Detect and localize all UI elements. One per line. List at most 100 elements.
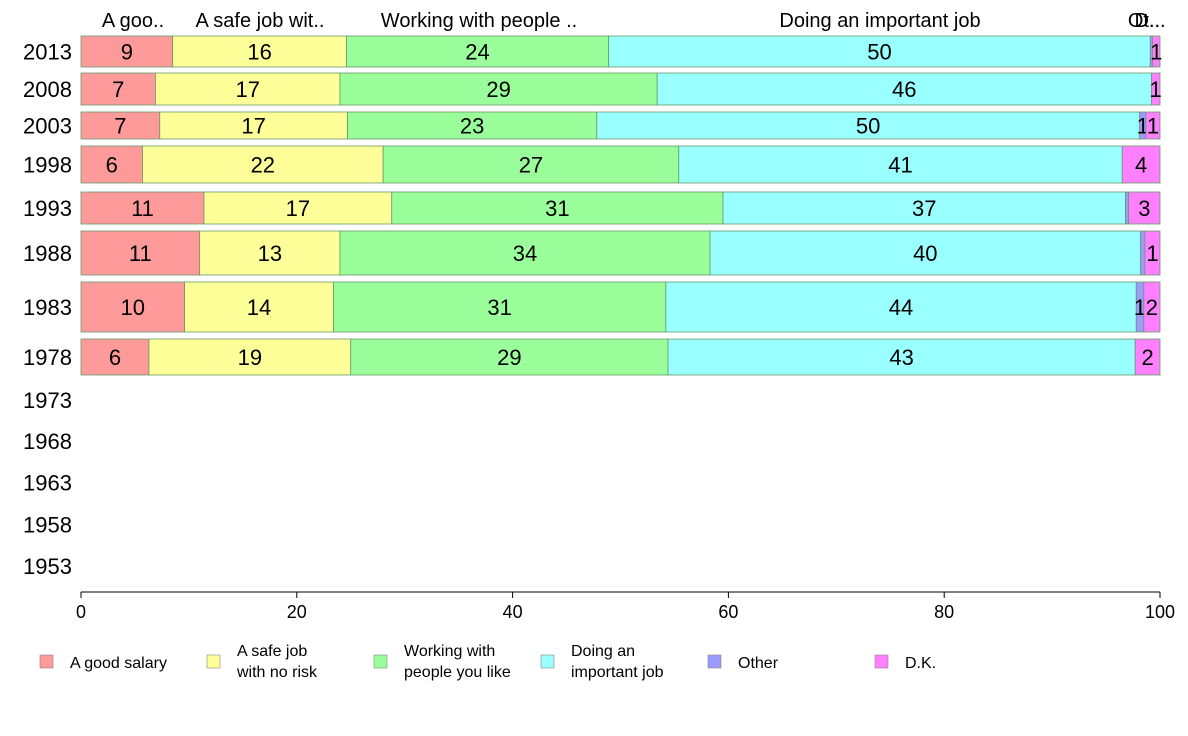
legend-swatch <box>540 654 555 669</box>
x-tick-label: 80 <box>934 602 954 622</box>
data-label: 22 <box>251 153 275 178</box>
bar-segment <box>1144 230 1161 276</box>
y-tick-label: 1953 <box>23 554 72 579</box>
data-label: 41 <box>888 153 912 178</box>
top-series-label: Working with people .. <box>381 10 577 32</box>
bar-segment <box>148 338 352 376</box>
top-series-label: A goo.. <box>102 10 164 32</box>
y-tick-label: 2013 <box>23 40 72 65</box>
legend-item: A good salary <box>39 654 167 672</box>
data-label: 37 <box>912 196 936 221</box>
legend-label: people you like <box>404 664 511 681</box>
bar-segment <box>596 111 1140 140</box>
x-tick-label: 40 <box>503 602 523 622</box>
bar-segment <box>339 72 658 106</box>
top-series-label: A safe job wit.. <box>196 10 325 32</box>
legend-label: A good salary <box>70 655 167 672</box>
data-label: 1 <box>1147 114 1159 139</box>
y-tick-label: 1998 <box>23 153 72 178</box>
bar-segment <box>203 191 393 225</box>
data-label: 6 <box>106 153 118 178</box>
data-label: 11 <box>129 241 152 266</box>
data-label: 1 <box>1150 77 1162 102</box>
data-label: 19 <box>238 345 262 370</box>
bar-segment <box>1134 338 1161 376</box>
y-tick-label: 1983 <box>23 295 72 320</box>
bar-segment <box>391 191 724 225</box>
y-tick-label: 2008 <box>23 77 72 102</box>
data-label: 14 <box>247 295 271 320</box>
data-label: 11 <box>131 196 154 221</box>
y-tick-label: 1988 <box>23 241 72 266</box>
y-tick-label: 1978 <box>23 345 72 370</box>
x-tick-label: 20 <box>287 602 307 622</box>
bar-segment <box>665 281 1137 333</box>
data-label: 50 <box>856 114 880 139</box>
data-label: 1 <box>1150 40 1162 65</box>
legend-label: Working with <box>404 643 495 660</box>
bar-segment <box>80 338 150 376</box>
legend-item: A safe job with no risk <box>206 643 318 681</box>
legend-label: Doing an <box>571 643 635 660</box>
data-label: 34 <box>513 241 537 266</box>
data-label: 16 <box>247 40 271 65</box>
data-label: 2 <box>1141 345 1153 370</box>
bar-segment <box>678 145 1123 184</box>
data-label: 13 <box>258 241 282 266</box>
bar-segment <box>80 191 205 225</box>
data-label: 24 <box>465 40 489 65</box>
data-label: 44 <box>889 295 913 320</box>
data-label: 10 <box>121 295 145 320</box>
data-label: 2 <box>1146 295 1158 320</box>
x-tick-label: 60 <box>718 602 738 622</box>
bar-segment <box>347 111 598 140</box>
data-label: 4 <box>1135 153 1147 178</box>
data-label: 50 <box>867 40 891 65</box>
data-label: 6 <box>109 345 121 370</box>
legend-swatch <box>707 654 722 669</box>
bar-segment <box>709 230 1141 276</box>
data-label: 7 <box>112 77 124 102</box>
data-label: 17 <box>235 77 259 102</box>
legend-swatch <box>874 654 889 669</box>
bar-segment <box>667 338 1136 376</box>
bar-segment <box>172 35 347 68</box>
data-label: 17 <box>241 114 265 139</box>
data-label: 31 <box>545 196 569 221</box>
bar-segment <box>1121 145 1161 184</box>
bar-segment <box>199 230 341 276</box>
legend-label: with no risk <box>236 664 318 681</box>
data-label: 7 <box>114 114 126 139</box>
top-series-label: Doing an important job <box>779 10 980 32</box>
bar-segment <box>1140 230 1146 276</box>
bar-segment <box>382 145 680 184</box>
data-label: 23 <box>460 114 484 139</box>
data-label: 46 <box>892 77 916 102</box>
data-label: 40 <box>913 241 937 266</box>
top-series-labels: A goo.. A safe job wit.. Working with peop… <box>102 10 1166 32</box>
legend-item: Working with people you like <box>373 643 511 681</box>
data-label: 1 <box>1134 295 1146 320</box>
legend-label: important job <box>571 664 664 681</box>
data-label: 17 <box>286 196 310 221</box>
y-tick-label: 1973 <box>23 388 72 413</box>
data-label: 43 <box>889 345 913 370</box>
x-tick-label: 0 <box>76 602 86 622</box>
x-tick-label: 100 <box>1145 602 1175 622</box>
bar-segment <box>80 145 143 184</box>
bar-segment <box>339 230 711 276</box>
legend-item: Other <box>707 654 779 672</box>
legend-swatch <box>373 654 388 669</box>
y-tick-label: 1993 <box>23 196 72 221</box>
data-label: 27 <box>519 153 543 178</box>
legend-label: Other <box>738 655 779 672</box>
bar-segment <box>80 72 156 106</box>
top-series-label: Ot.. <box>1128 10 1160 32</box>
bar-segment <box>1145 111 1161 140</box>
legend-swatch <box>39 654 54 669</box>
data-label: 9 <box>121 40 133 65</box>
data-label: 29 <box>497 345 521 370</box>
plot-area: 9 16 24 50 17 17 29 46 17 17 23 50 116 22 27 41 411 17 31 3… <box>80 35 1162 376</box>
legend-swatch <box>206 654 221 669</box>
y-tick-label: 1963 <box>23 471 72 496</box>
